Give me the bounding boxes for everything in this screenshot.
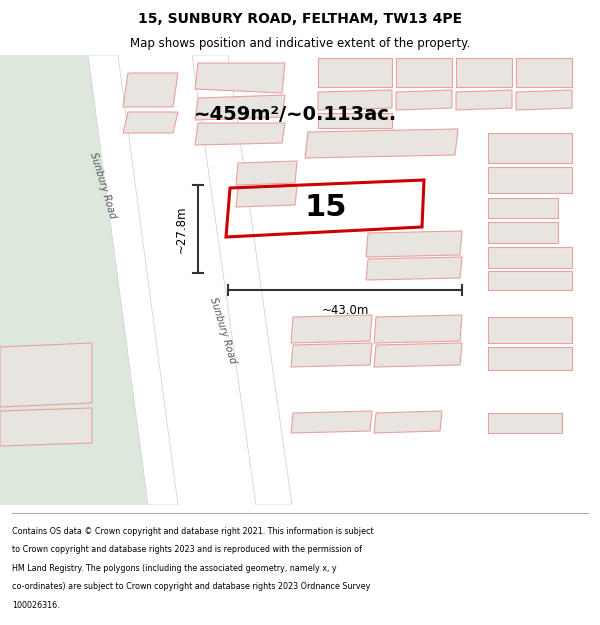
Polygon shape: [291, 315, 372, 343]
Polygon shape: [305, 129, 458, 158]
Text: co-ordinates) are subject to Crown copyright and database rights 2023 Ordnance S: co-ordinates) are subject to Crown copyr…: [12, 582, 370, 591]
Text: 100026316.: 100026316.: [12, 601, 59, 610]
Polygon shape: [318, 58, 392, 87]
Polygon shape: [318, 90, 392, 110]
Polygon shape: [488, 347, 572, 370]
Text: HM Land Registry. The polygons (including the associated geometry, namely x, y: HM Land Registry. The polygons (includin…: [12, 564, 337, 572]
Polygon shape: [488, 222, 558, 243]
Polygon shape: [374, 343, 462, 367]
Polygon shape: [488, 271, 572, 290]
Polygon shape: [123, 112, 178, 133]
Polygon shape: [488, 413, 562, 433]
Polygon shape: [0, 408, 92, 446]
Text: 15: 15: [304, 194, 347, 222]
Polygon shape: [192, 55, 292, 505]
Text: Sunbury Road: Sunbury Road: [208, 296, 238, 364]
Text: ~459m²/~0.113ac.: ~459m²/~0.113ac.: [193, 106, 397, 124]
Text: ~43.0m: ~43.0m: [322, 304, 368, 317]
Text: ~27.8m: ~27.8m: [175, 205, 188, 252]
Polygon shape: [0, 343, 92, 407]
Polygon shape: [195, 95, 285, 120]
Polygon shape: [366, 257, 462, 280]
Polygon shape: [374, 315, 462, 343]
Polygon shape: [488, 198, 558, 218]
Polygon shape: [0, 55, 148, 505]
Polygon shape: [123, 73, 178, 107]
Polygon shape: [318, 113, 392, 128]
Polygon shape: [374, 411, 442, 433]
Text: Contains OS data © Crown copyright and database right 2021. This information is : Contains OS data © Crown copyright and d…: [12, 527, 374, 536]
Polygon shape: [396, 58, 452, 87]
Text: Sunbury Road: Sunbury Road: [88, 151, 118, 219]
Polygon shape: [236, 186, 297, 207]
Polygon shape: [366, 231, 462, 257]
Polygon shape: [88, 55, 178, 505]
Polygon shape: [291, 411, 372, 433]
Polygon shape: [195, 63, 285, 93]
Polygon shape: [291, 343, 372, 367]
Polygon shape: [516, 90, 572, 110]
Text: 15, SUNBURY ROAD, FELTHAM, TW13 4PE: 15, SUNBURY ROAD, FELTHAM, TW13 4PE: [138, 12, 462, 26]
Polygon shape: [516, 58, 572, 87]
Polygon shape: [488, 133, 572, 163]
Polygon shape: [488, 247, 572, 268]
Polygon shape: [236, 161, 297, 185]
Polygon shape: [456, 90, 512, 110]
Polygon shape: [195, 123, 285, 145]
Text: to Crown copyright and database rights 2023 and is reproduced with the permissio: to Crown copyright and database rights 2…: [12, 545, 362, 554]
Text: Map shows position and indicative extent of the property.: Map shows position and indicative extent…: [130, 38, 470, 51]
Polygon shape: [488, 167, 572, 193]
Polygon shape: [488, 317, 572, 343]
Polygon shape: [396, 90, 452, 110]
Polygon shape: [456, 58, 512, 87]
